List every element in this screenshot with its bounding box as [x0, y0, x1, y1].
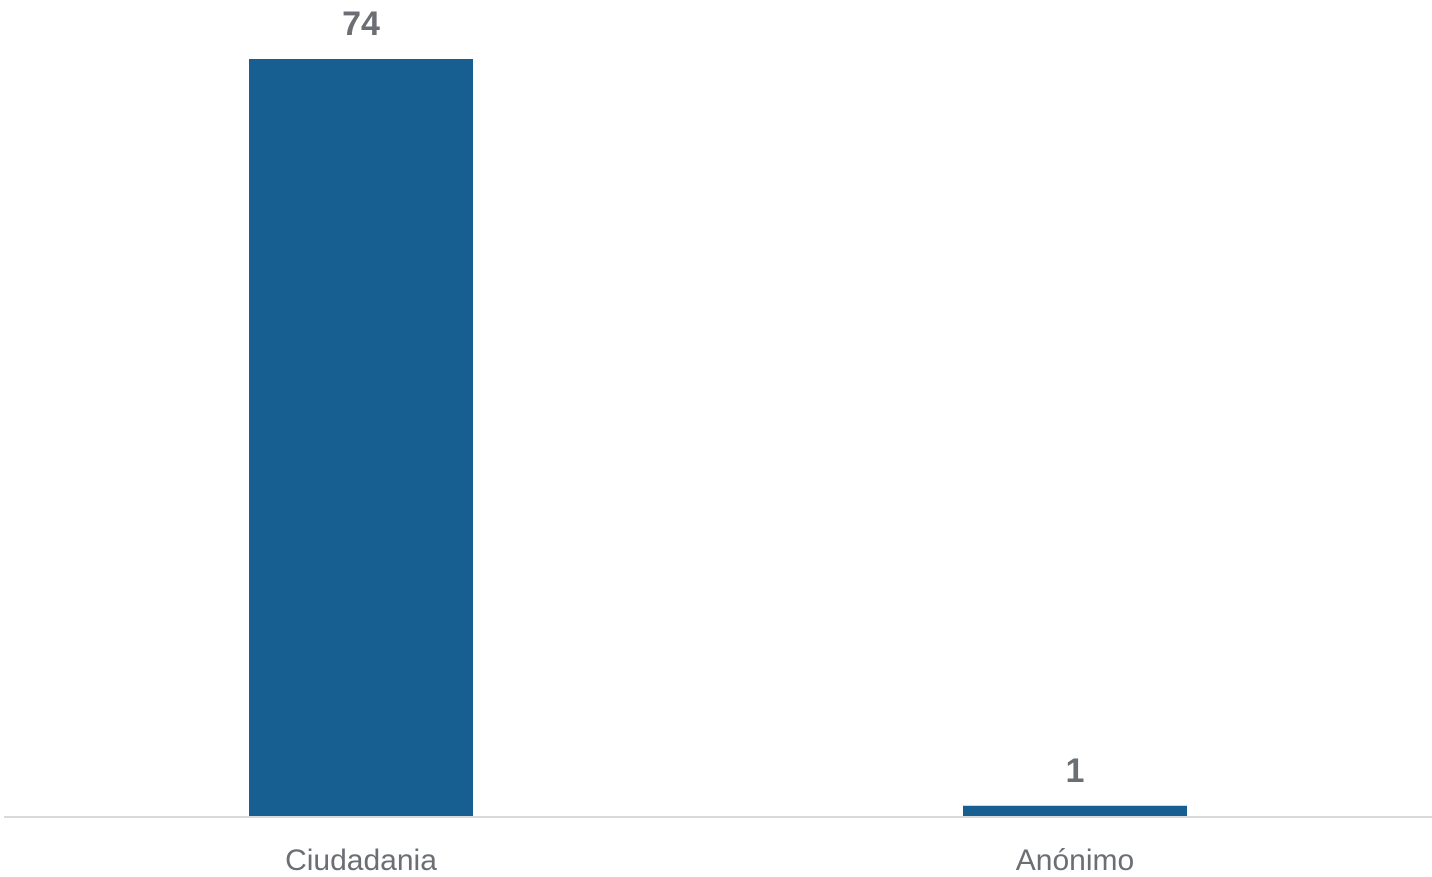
bar-ciudadania — [249, 59, 473, 816]
value-label-ciudadania: 74 — [342, 5, 380, 43]
category-label-ciudadania: Ciudadania — [285, 844, 437, 877]
value-label-anónimo: 1 — [1066, 752, 1085, 790]
bar-anónimo — [963, 805, 1187, 816]
category-label-anónimo: Anónimo — [1016, 844, 1134, 877]
